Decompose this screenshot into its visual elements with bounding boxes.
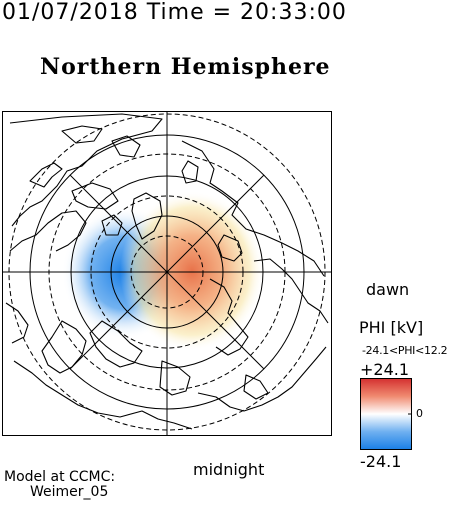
model-label: Model at CCMC: (4, 469, 116, 485)
colorbar-max-label: +24.1 (360, 360, 410, 379)
map-frame (2, 111, 332, 436)
dawn-label: dawn (366, 280, 410, 299)
colorbar-gradient (360, 378, 412, 450)
timestamp: 01/07/2018 Time = 20:33:00 (2, 0, 347, 25)
colorbar-range-label: -24.1<PHI<12.2 (362, 344, 448, 357)
colorbar-min-label: -24.1 (360, 452, 402, 471)
colorbar (360, 378, 412, 450)
polar-potential-map (2, 111, 332, 436)
midnight-label: midnight (193, 460, 265, 479)
colorbar-zero-label: 0 (416, 407, 423, 420)
model-name: Weimer_05 (30, 484, 109, 500)
positive-potential-cell (120, 191, 264, 351)
map-title: Northern Hemisphere (40, 54, 331, 80)
grid (2, 111, 332, 436)
colorbar-quantity-label: PHI [kV] (359, 318, 424, 337)
